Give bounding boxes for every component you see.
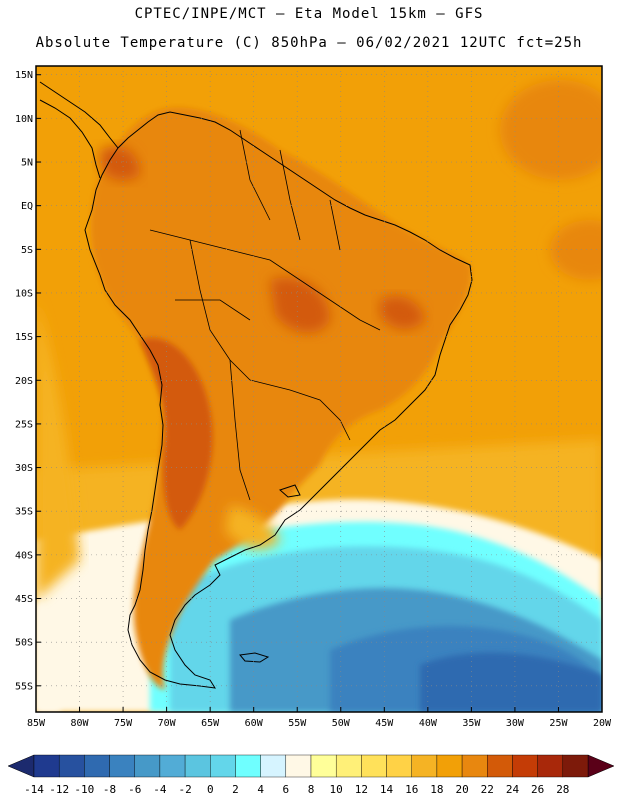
colorbar-swatch <box>84 754 110 778</box>
lon-label: 40W <box>419 718 438 729</box>
colorbar-low-arrow <box>7 754 35 778</box>
colorbar-swatch <box>159 754 186 778</box>
lon-label: 80W <box>71 718 90 729</box>
colorbar-label: 0 <box>207 783 214 796</box>
lon-label: 55W <box>288 718 307 729</box>
colorbar-label: -4 <box>153 783 167 796</box>
colorbar-label: 24 <box>506 783 520 796</box>
colorbar-label: 22 <box>481 783 494 796</box>
colorbar-label: 10 <box>330 783 343 796</box>
colorbar-swatch <box>210 754 236 778</box>
lon-label: 25W <box>549 718 568 729</box>
lat-label: 25S <box>15 419 33 430</box>
lat-label: 10S <box>15 288 33 299</box>
colorbar-label: 4 <box>257 783 264 796</box>
colorbar-swatch <box>436 754 463 778</box>
lon-label: 85W <box>27 718 46 729</box>
lon-label: 65W <box>201 718 220 729</box>
colorbar-swatch <box>310 754 337 778</box>
colorbar-swatch <box>235 754 261 778</box>
colorbar-swatch <box>134 754 161 778</box>
colorbar-swatch <box>461 754 488 778</box>
colorbar-swatch <box>411 754 438 778</box>
colorbar-label: 28 <box>556 783 569 796</box>
lat-label: 30S <box>15 463 33 474</box>
lat-label: 45S <box>15 594 33 605</box>
colorbar-swatch <box>537 754 564 778</box>
colorbar-label: 6 <box>283 783 290 796</box>
colorbar-swatch <box>33 754 60 778</box>
colorbar-label: -6 <box>128 783 141 796</box>
colorbar-label: -10 <box>74 783 94 796</box>
colorbar-label: -8 <box>103 783 116 796</box>
colorbar-label: 2 <box>232 783 239 796</box>
uruguay-lake <box>279 484 301 498</box>
colorbar-high-arrow <box>587 754 615 778</box>
temperature-field <box>36 66 602 712</box>
central-america-coastline <box>39 81 119 179</box>
colorbar-label: 26 <box>531 783 544 796</box>
colorbar-label: 18 <box>430 783 443 796</box>
lon-label: 30W <box>506 718 525 729</box>
colorbar-swatch <box>512 754 538 778</box>
colorbar-swatch <box>260 754 287 778</box>
lat-label: 15S <box>15 332 33 343</box>
colorbar-swatch <box>109 754 135 778</box>
colorbar-label: 8 <box>308 783 315 796</box>
lat-label: EQ <box>21 201 33 212</box>
lon-label: 50W <box>332 718 351 729</box>
latitude-labels: 15N 10N 5N EQ 5S 10S 15S 20S 25S 30S 35S 40S 45S 50S 5… <box>15 70 41 692</box>
map-title-line-2: Absolute Temperature (C) 850hPa – 06/02/… <box>35 35 583 51</box>
lat-label: 20S <box>15 376 33 387</box>
map-frame <box>35 65 603 713</box>
lon-label: 60W <box>245 718 264 729</box>
lon-label: 45W <box>375 718 394 729</box>
lat-label: 35S <box>15 507 33 518</box>
colorbar-swatch <box>285 754 312 778</box>
lat-label: 5S <box>21 245 33 256</box>
lat-label: 55S <box>15 681 33 692</box>
colorbar-label: -2 <box>178 783 191 796</box>
colorbar-label: 16 <box>405 783 418 796</box>
colorbar-swatch <box>58 754 85 778</box>
colorbar: -14 -12 -10 -8 -6 -4 -2 0 2 4 6 8 10 12 14 16 18 20 22 24 26… <box>7 754 615 796</box>
lon-label: 75W <box>114 718 133 729</box>
lat-label: 5N <box>21 158 33 169</box>
lon-label: 20W <box>593 718 612 729</box>
colorbar-swatch <box>361 754 387 778</box>
colorbar-label: 12 <box>355 783 368 796</box>
lat-label: 40S <box>15 550 33 561</box>
colorbar-label: 14 <box>380 783 394 796</box>
falkland-islands <box>239 652 270 663</box>
colorbar-label: -12 <box>49 783 69 796</box>
coastlines-and-borders <box>39 81 473 689</box>
map-title-line-1: CPTEC/INPE/MCT – Eta Model 15km – GFS <box>134 6 484 22</box>
longitude-labels: 85W 80W 75W 70W 65W 60W 55W 50W 45W 40W 35W 30W 25W 2… <box>27 707 612 729</box>
colorbar-swatch <box>184 754 211 778</box>
colorbar-swatch <box>335 754 362 778</box>
lat-label: 15N <box>15 70 33 81</box>
lat-label: 50S <box>15 638 33 649</box>
colorbar-swatch <box>386 754 412 778</box>
lon-label: 70W <box>158 718 177 729</box>
colorbar-label: 20 <box>455 783 468 796</box>
colorbar-label: -14 <box>24 783 44 796</box>
colorbar-swatch <box>562 754 589 778</box>
south-america-coastline <box>84 111 473 689</box>
lon-label: 35W <box>462 718 481 729</box>
colorbar-swatch <box>487 754 513 778</box>
lat-label: 10N <box>15 114 33 125</box>
country-borders <box>149 129 381 501</box>
